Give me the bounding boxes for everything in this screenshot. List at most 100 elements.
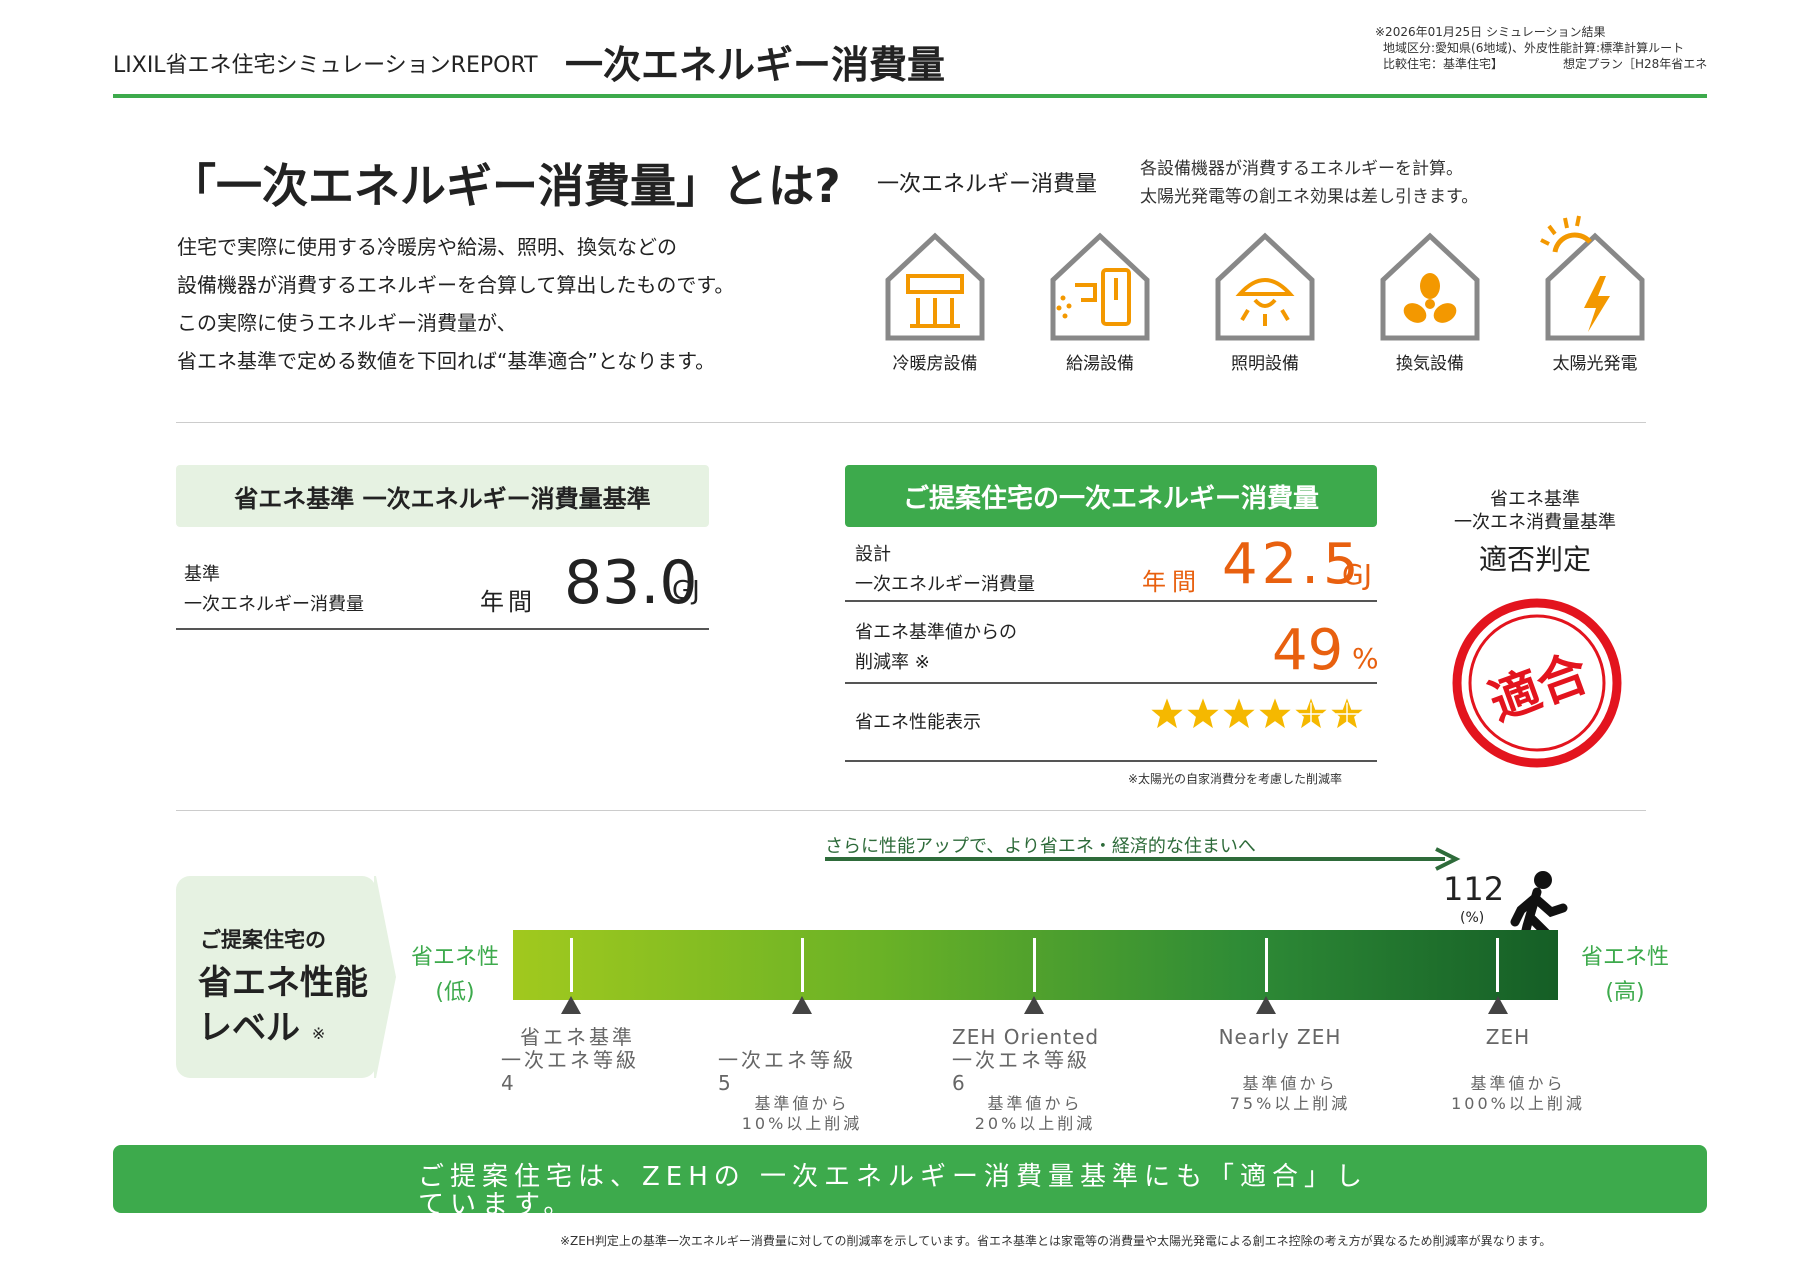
equipment-solar: 太陽光発電	[1535, 230, 1655, 374]
equipment-ventilation: 換気設備	[1370, 230, 1490, 374]
reduction-label-line: 削減率 ※	[855, 652, 930, 673]
intro-line: 住宅で実際に使用する冷暖房や給湯、照明、換気などの	[177, 235, 677, 259]
equipment-icons: 冷暖房設備 給湯設備 照明設備 換気設備	[875, 215, 1675, 380]
standard-value: 83.0	[564, 548, 698, 618]
equipment-label: 換気設備	[1396, 354, 1464, 374]
result-banner: ご提案住宅は、ZEHの 一次エネルギー消費量基準にも「適合」しています。	[113, 1145, 1707, 1213]
level-tick	[801, 938, 804, 992]
marker-note: 75%以上削減	[1229, 1094, 1351, 1113]
level-title-3-text: レベル	[198, 1008, 300, 1048]
equipment-water-heater: 給湯設備	[1040, 230, 1160, 374]
energy-desc-line: 各設備機器が消費するエネルギーを計算。	[1140, 159, 1463, 179]
header-rule	[113, 94, 1707, 98]
level-marker-icon	[561, 996, 581, 1014]
bottom-footnote: ※ZEH判定上の基準一次エネルギー消費量に対しての削減率を示しています。省エネ基…	[560, 1234, 1552, 1248]
performance-rule	[845, 760, 1377, 762]
judgment-title-line: 一次エネ消費量基準	[1454, 512, 1616, 533]
section-divider	[176, 810, 1646, 811]
star-icon	[1151, 698, 1183, 729]
reduction-rule	[845, 682, 1377, 684]
level-title-3: レベル ※	[198, 1000, 325, 1049]
marker-grade: 6	[952, 1071, 968, 1095]
star-icon	[1187, 698, 1219, 729]
standard-label: 基準 一次エネルギー消費量	[184, 560, 364, 620]
high-label-line: (高)	[1605, 980, 1645, 1005]
equipment-label: 太陽光発電	[1552, 354, 1638, 374]
star-icon	[1223, 698, 1255, 729]
level-note-zeh: 基準値から 100%以上削減	[1438, 1074, 1598, 1114]
level-note-6: 基準値から 20%以上削減	[955, 1094, 1115, 1134]
level-marker-4: 省エネ基準 一次エネ等級 4	[495, 1026, 639, 1095]
marker-note: 100%以上削減	[1451, 1094, 1585, 1113]
level-marker-icon	[792, 996, 812, 1014]
star-rating	[1150, 697, 1364, 731]
banner-text: ご提案住宅は、ZEHの 一次エネルギー消費量基準にも「適合」しています。	[418, 1162, 1369, 1213]
proposal-rule	[845, 600, 1377, 602]
level-title-3-mark: ※	[311, 1024, 326, 1043]
standard-unit: GJ	[672, 576, 700, 606]
equipment-label: 給湯設備	[1066, 354, 1134, 374]
marker-grade: 4	[501, 1071, 517, 1095]
level-tick	[1033, 938, 1036, 992]
level-box	[176, 876, 376, 1078]
performance-label: 省エネ性能表示	[855, 712, 981, 733]
design-label: 設計 一次エネルギー消費量	[855, 540, 1035, 600]
sun-icon	[1540, 215, 1592, 253]
intro-line: 省エネ基準で定める数値を下回れば“基準適合”となります。	[177, 349, 716, 373]
level-tick	[570, 938, 573, 992]
level-tick	[1496, 938, 1499, 992]
energy-desc-line: 太陽光発電等の創エネ効果は差し引きます。	[1140, 187, 1479, 207]
arrow-head-icon	[1435, 847, 1461, 871]
water-heater-icon	[1050, 232, 1150, 341]
standard-label-line: 基準	[184, 564, 220, 585]
equipment-aircon: 冷暖房設備	[875, 230, 995, 374]
simulation-meta: ※2026年01月25日 シミュレーション結果 地域区分:愛知県(6地域)、外皮…	[1375, 25, 1715, 73]
intro-title: 「一次エネルギー消費量」とは?	[170, 159, 841, 213]
judgment-label: 適否判定	[1478, 543, 1591, 576]
level-marker-5: 一次エネ等級 5	[718, 1049, 856, 1095]
intro-description: 住宅で実際に使用する冷暖房や給湯、照明、換気などの 設備機器が消費するエネルギー…	[177, 228, 797, 380]
level-marker-icon	[1024, 996, 1044, 1014]
level-tick	[1265, 938, 1268, 992]
reduction-unit: %	[1352, 642, 1379, 675]
design-label-line: 一次エネルギー消費量	[855, 574, 1035, 595]
intro-line: 設備機器が消費するエネルギーを合算して算出したものです。	[177, 273, 735, 297]
standard-label-line: 一次エネルギー消費量	[184, 594, 364, 615]
stamp-icon	[1452, 598, 1622, 768]
meta-compare-plan: 想定プラン［H28年省エネ	[1563, 57, 1708, 71]
reduction-label: 省エネ基準値からの 削減率 ※	[855, 618, 1017, 678]
energy-label: 一次エネルギー消費量	[877, 172, 1098, 197]
level-title-2: 省エネ性能	[198, 963, 368, 1003]
upgrade-arrow-text: さらに性能アップで、より省エネ・経済的な住まいへ	[825, 836, 1256, 857]
section-divider	[176, 422, 1646, 423]
judgment-title-line: 省エネ基準	[1490, 489, 1580, 510]
marker-note: 基準値から	[1470, 1074, 1566, 1093]
star-sparkle-icon	[1295, 698, 1327, 729]
pass-stamp: 適合	[1450, 596, 1625, 771]
level-percent-unit: (%)	[1460, 910, 1485, 926]
marker-sub: 一次エネ等級	[501, 1048, 639, 1072]
intro-line: この実際に使うエネルギー消費量が、	[177, 311, 517, 335]
lighting-icon	[1215, 232, 1315, 341]
proposal-value: 42.5	[1222, 532, 1363, 597]
equipment-label: 照明設備	[1231, 354, 1299, 374]
level-percent: 112	[1443, 870, 1505, 908]
marker-sub: 一次エネ等級	[952, 1048, 1090, 1072]
high-label: 省エネ性 (高)	[1570, 940, 1680, 1010]
level-box-arrow	[374, 876, 396, 1078]
energy-description: 各設備機器が消費するエネルギーを計算。 太陽光発電等の創エネ効果は差し引きます。	[1140, 155, 1478, 211]
upgrade-arrow-line	[825, 857, 1445, 861]
meta-date: ※2026年01月25日 シミュレーション結果	[1375, 25, 1606, 39]
equipment-lighting: 照明設備	[1205, 230, 1325, 374]
level-note-nearly-zeh: 基準値から 75%以上削減	[1210, 1074, 1370, 1114]
brand-title: LIXIL省エネ住宅シミュレーションREPORT	[113, 53, 538, 78]
star-sparkle-icon	[1331, 698, 1363, 729]
marker-grade: 5	[718, 1071, 734, 1095]
aircon-icon	[885, 232, 985, 341]
marker-note: 基準値から	[987, 1094, 1083, 1113]
marker-name: ZEH Oriented	[952, 1025, 1100, 1049]
level-title-1: ご提案住宅の	[200, 928, 326, 952]
low-label-line: 省エネ性	[410, 945, 499, 970]
judgment-title: 省エネ基準 一次エネ消費量基準	[1440, 488, 1630, 534]
fan-icon	[1380, 232, 1480, 341]
